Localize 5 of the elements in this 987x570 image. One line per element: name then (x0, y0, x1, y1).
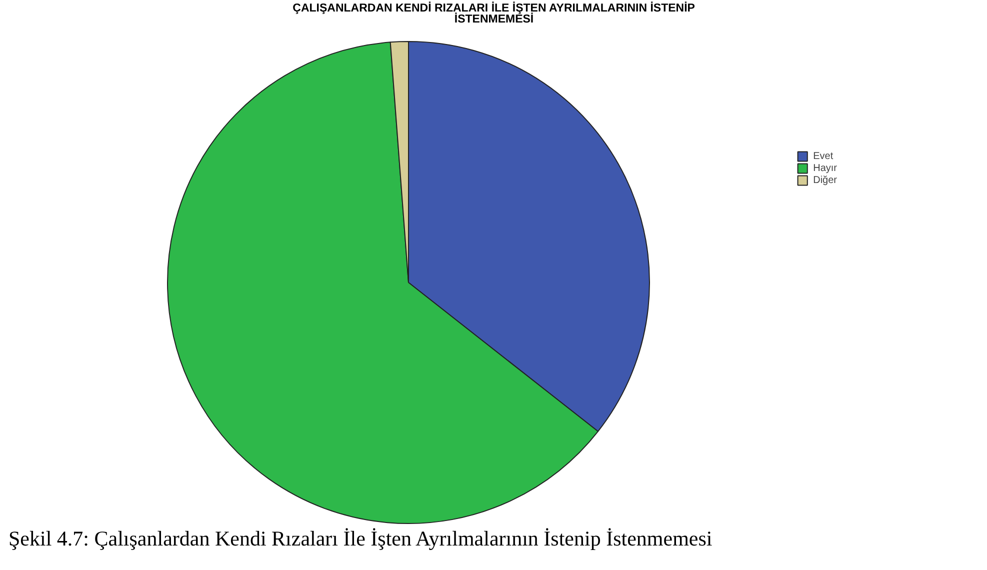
chart-title: ÇALIŞANLARDAN KENDİ RIZALARI İLE İŞTEN AYRILMALARININ İSTENİP İSTENMEMESİ (292, 2, 696, 26)
legend-label: Evet (813, 150, 834, 162)
legend-label: Hayır (813, 162, 837, 174)
legend-label: Diğer (813, 174, 837, 186)
text: Şekil 4.7: Çalışanlardan Kendi Rızaları İle İşten Ayrılmalarının İstenip İstenmemesi (8, 526, 712, 550)
